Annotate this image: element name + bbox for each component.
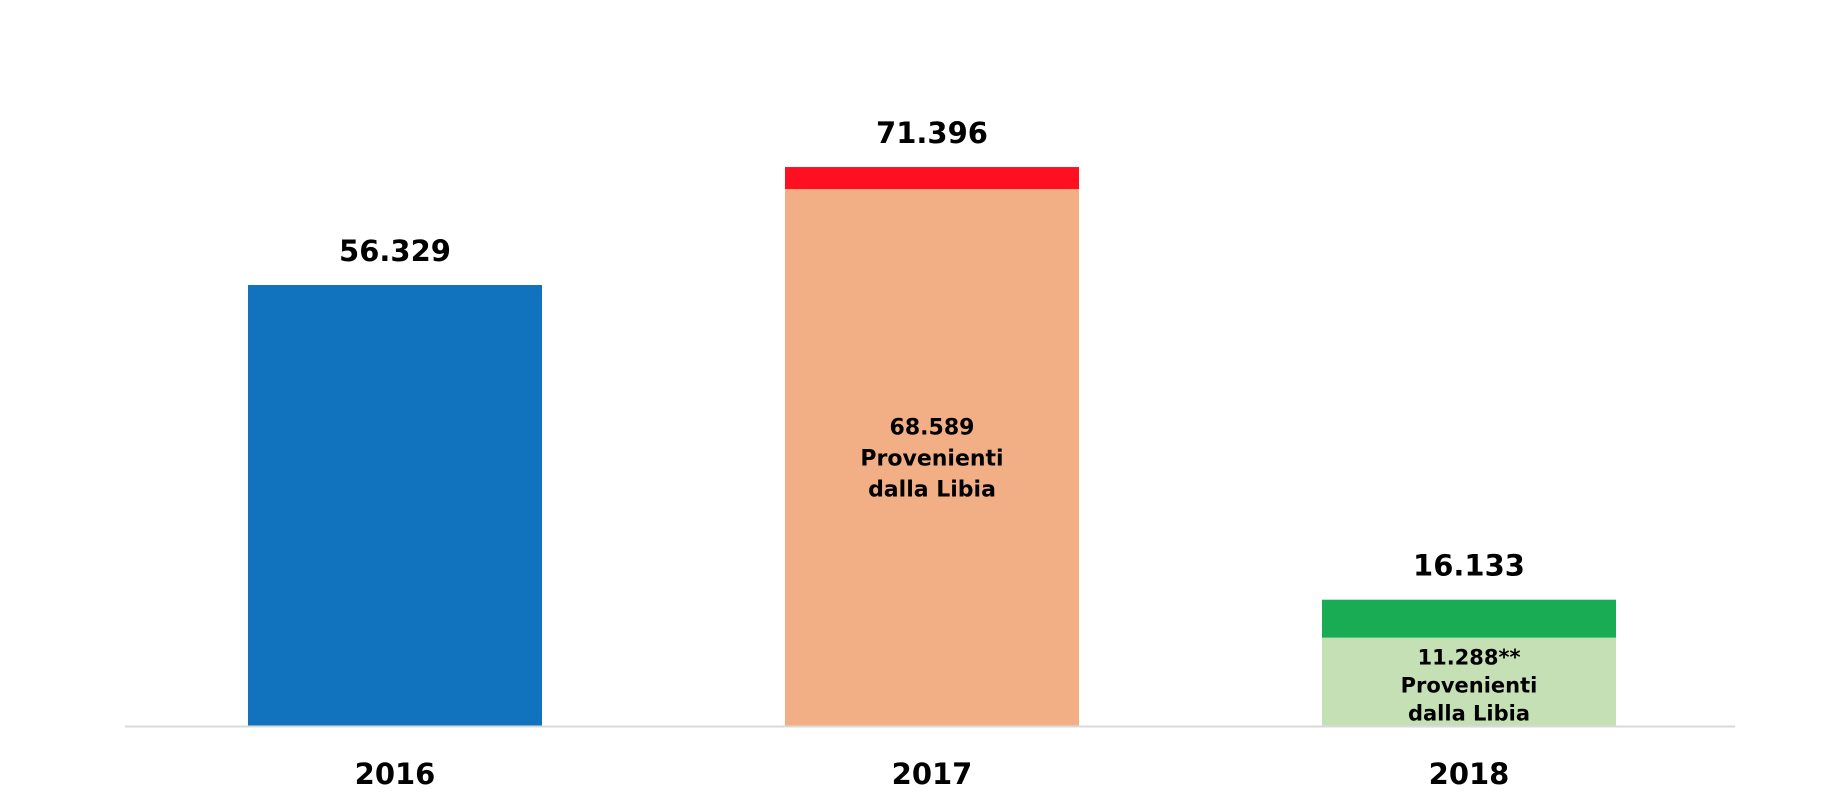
total-label-2017: 71.396: [876, 116, 988, 150]
bars-layer: [248, 167, 1616, 726]
bar-segment-2017-1: [785, 167, 1079, 190]
total-label-2018: 16.133: [1413, 549, 1525, 583]
bar-segment-2017-0: [785, 189, 1079, 726]
segment-label-2018-1: Provenienti: [1401, 674, 1538, 698]
bar-segment-2018-0: [1322, 637, 1616, 726]
x-tick-label-2016: 2016: [355, 757, 436, 791]
segment-label-2017-1: Provenienti: [860, 447, 1003, 472]
labels-layer: 56.329 2016 68.589 Provenienti dalla Libia 71…: [339, 116, 1537, 791]
bar-segment-2018-1: [1322, 599, 1616, 638]
x-tick-label-2017: 2017: [892, 757, 973, 791]
segment-label-2017-2: dalla Libia: [868, 478, 996, 503]
segment-label-2017-0: 68.589: [890, 416, 975, 441]
segment-label-2018-2: dalla Libia: [1408, 702, 1530, 726]
bar-segment-2016-0: [248, 285, 542, 726]
segment-label-2018-0: 11.288**: [1417, 646, 1520, 670]
x-tick-label-2018: 2018: [1429, 757, 1510, 791]
total-label-2016: 56.329: [339, 234, 451, 268]
